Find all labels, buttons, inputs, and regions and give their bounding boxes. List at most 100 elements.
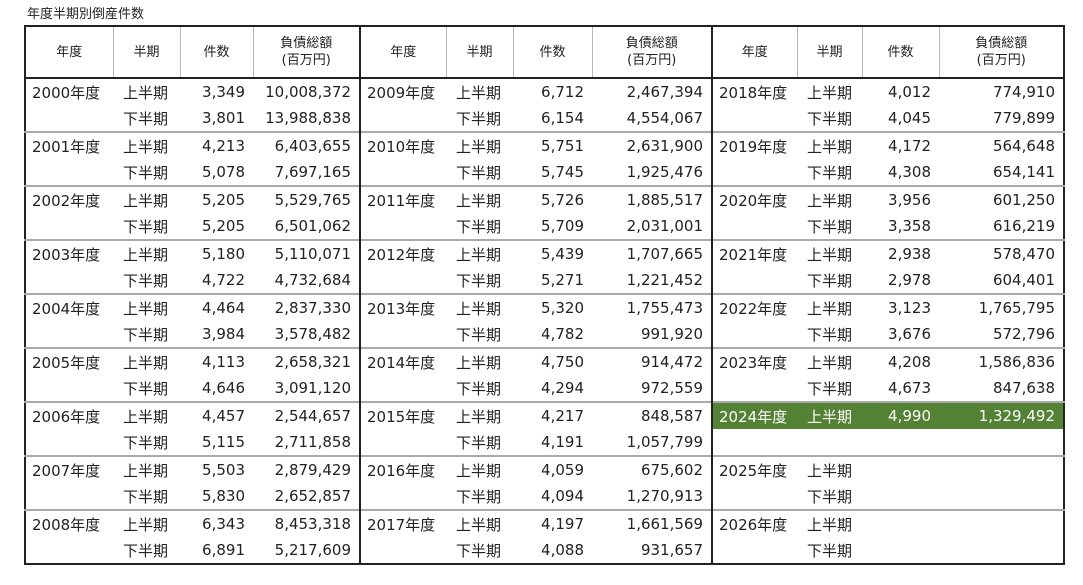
header-half: 半期 [113,26,181,79]
half-cell: 下半期 [807,163,853,182]
year-cell [712,159,797,186]
half-cell: 上半期 [446,293,513,321]
year-cell [360,321,446,348]
count-cell [862,455,939,483]
half-cell: 上半期 [797,185,862,213]
year-cell [25,267,113,294]
half-cell: 下半期 [123,271,169,290]
half-cell: 上半期 [797,239,862,267]
count-cell: 4,113 [180,347,253,375]
half-cell: 下半期 [456,433,502,452]
header-year: 年度 [25,26,114,79]
debt-cell: 991,920 [592,321,713,348]
debt-cell: 10,008,372 [253,78,361,105]
year-cell [712,267,797,294]
table-row: 下半期 5,830 2,652,857 下半期 4,094 1,270,913 下半期 [25,483,1064,510]
half-cell: 上半期 [446,239,513,267]
header-half: 半期 [446,26,514,79]
year-cell: 2025年度 [712,455,797,483]
half-cell: 上半期 [446,185,513,213]
debt-cell: 8,453,318 [253,509,361,537]
year-cell: 2014年度 [360,347,446,375]
count-cell: 4,457 [180,401,253,429]
count-cell: 4,750 [513,347,592,375]
year-cell [360,213,446,240]
debt-cell: 2,711,858 [253,429,361,456]
half-cell: 上半期 [797,509,862,537]
year-cell [360,159,446,186]
header-debt-title: 負債総額 [280,36,333,51]
debt-cell [939,455,1064,483]
year-cell: 2026年度 [712,509,797,537]
year-cell: 2024年度 [712,401,797,429]
count-cell: 4,722 [202,271,245,289]
half-cell: 上半期 [807,83,853,102]
year-cell [360,537,446,564]
half-cell: 下半期 [123,487,169,506]
year-cell: 2004年度 [25,293,113,321]
header-debt: 負債総額 (百万円) [592,26,713,79]
count-cell: 5,751 [513,131,592,159]
half-cell: 下半期 [807,325,853,344]
year-cell: 2018年度 [719,83,788,102]
header-debt-unit: (百万円) [627,53,677,68]
table-caption: 年度半期別倒産件数 [27,7,145,22]
header-row: 年度 半期 件数 負債総額 (百万円) 年度 半期 件数 負債総額 (百万円) 年度… [25,26,1064,79]
debt-cell: 13,988,838 [253,105,361,132]
year-cell [712,105,797,132]
year-cell: 2019年度 [712,131,797,159]
debt-cell [939,429,1064,456]
half-cell: 下半期 [456,163,502,182]
half-cell: 上半期 [123,83,169,102]
count-cell: 5,439 [513,239,592,267]
table-row: 下半期 6,891 5,217,609 下半期 4,088 931,657 下半期 [25,537,1064,564]
header-year: 年度 [712,26,798,79]
header-debt-title: 負債総額 [625,36,678,51]
half-cell: 上半期 [113,239,180,267]
table-row: 2000年度 上半期 3,349 10,008,372 2009年度 上半期 6,712 2,… [25,78,1064,105]
count-cell: 5,078 [202,163,245,181]
year-cell [360,375,446,402]
count-cell: 4,294 [541,379,584,397]
year-cell [712,483,797,510]
count-cell: 6,343 [180,509,253,537]
header-debt-unit: (百万円) [281,53,331,68]
half-cell: 下半期 [456,109,502,128]
table-row: 2004年度 上半期 4,464 2,837,330 2013年度 上半期 5,320 1,7… [25,293,1064,321]
year-cell: 2017年度 [360,509,446,537]
count-cell: 3,349 [202,83,245,101]
debt-cell: 2,652,857 [253,483,361,510]
half-cell: 下半期 [807,379,853,398]
year-cell: 2001年度 [25,131,113,159]
debt-cell: 564,648 [939,131,1064,159]
header-half: 半期 [797,26,863,79]
header-debt-unit: (百万円) [976,53,1026,68]
count-cell: 4,782 [541,325,584,343]
half-cell: 上半期 [456,83,502,102]
half-cell: 上半期 [446,455,513,483]
debt-cell: 7,697,165 [253,159,361,186]
debt-cell: 572,796 [992,325,1055,343]
half-cell: 下半期 [807,541,853,560]
count-cell: 5,205 [202,217,245,235]
debt-cell: 2,879,429 [253,455,361,483]
half-cell: 下半期 [123,163,169,182]
half-cell: 上半期 [797,293,862,321]
header-debt: 負債総額 (百万円) [939,26,1064,79]
debt-cell: 654,141 [992,163,1055,181]
half-cell: 上半期 [797,401,862,429]
debt-cell: 4,554,067 [592,105,713,132]
half-cell: 下半期 [807,109,853,128]
count-cell: 3,801 [202,109,245,127]
debt-cell: 604,401 [992,271,1055,289]
debt-cell: 2,467,394 [592,78,713,105]
debt-cell: 5,110,071 [253,239,361,267]
debt-cell: 2,837,330 [253,293,361,321]
debt-cell: 972,559 [592,375,713,402]
count-cell: 4,464 [180,293,253,321]
count-cell: 4,213 [180,131,253,159]
debt-cell: 6,403,655 [253,131,361,159]
year-cell [25,159,113,186]
count-cell: 6,712 [541,83,584,101]
count-cell: 5,180 [180,239,253,267]
